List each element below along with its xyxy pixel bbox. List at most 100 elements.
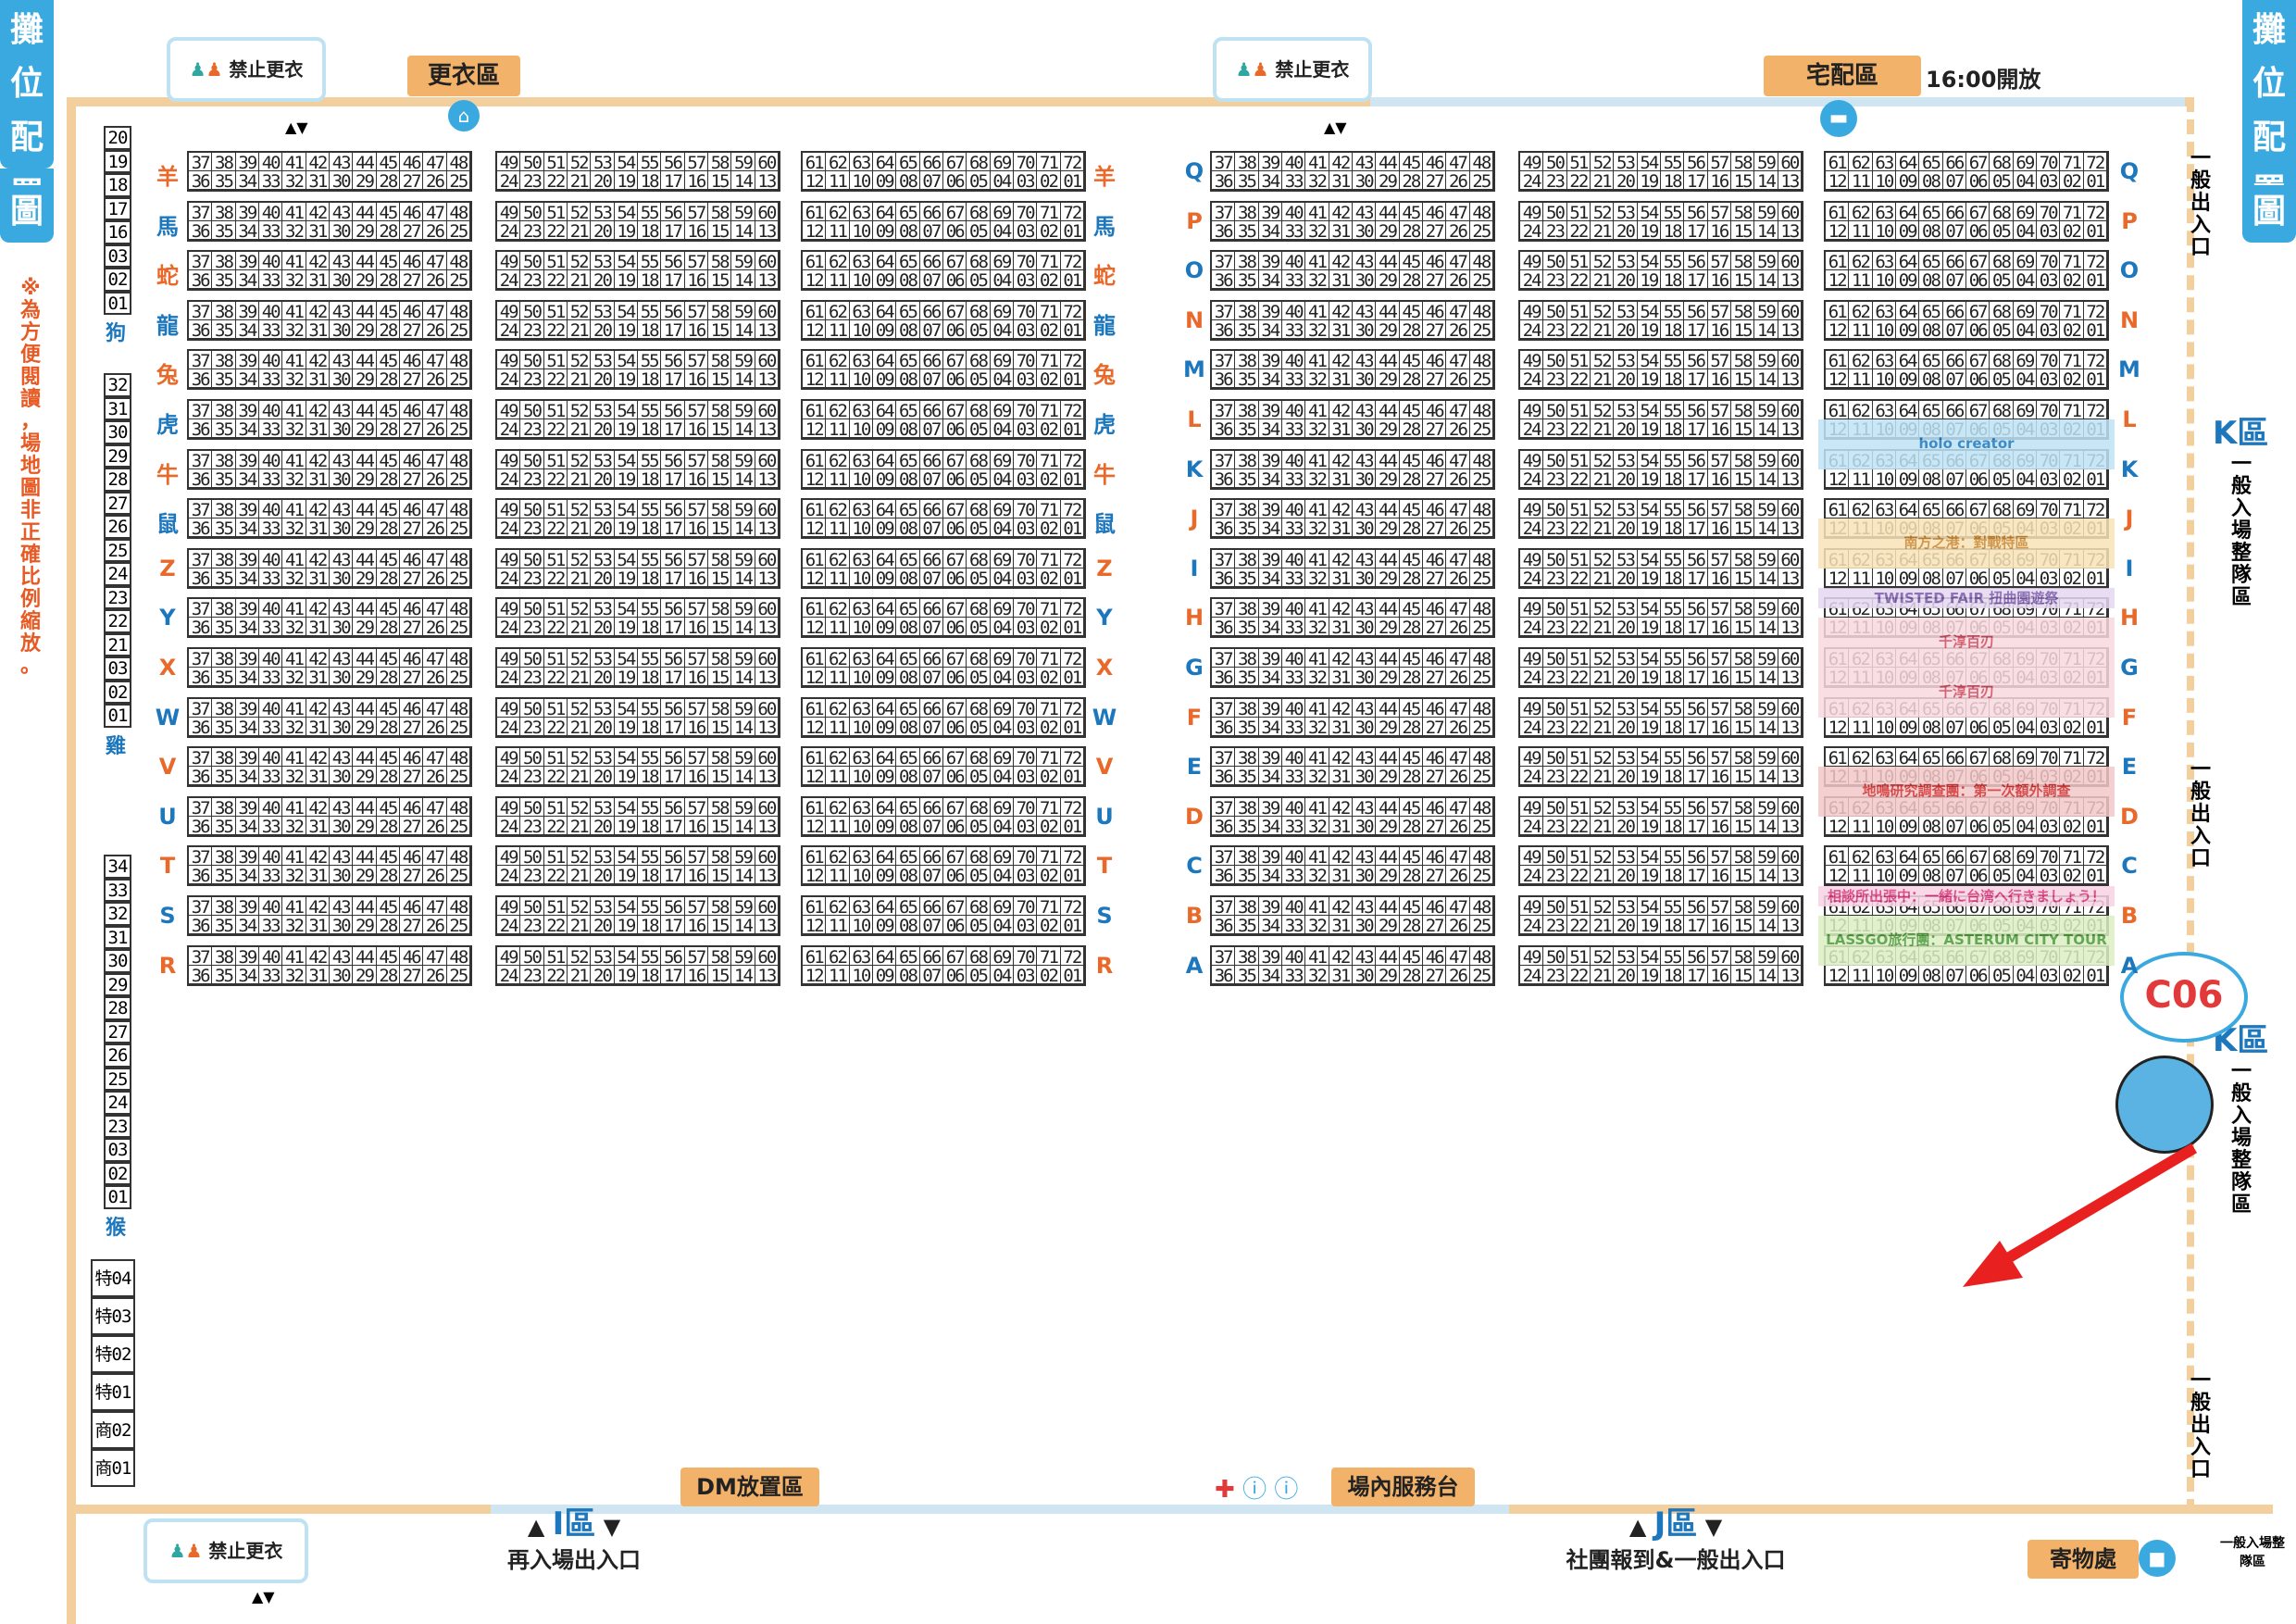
booth-cell[interactable]: 50 <box>520 500 544 519</box>
booth-cell[interactable]: 58 <box>1731 897 1755 916</box>
booth-cell[interactable]: 34 <box>235 965 259 984</box>
booth-cell[interactable]: 59 <box>1754 946 1778 966</box>
booth-cell[interactable]: 44 <box>353 946 377 966</box>
booth-cell[interactable]: 12 <box>803 866 827 885</box>
booth-cell[interactable]: 07 <box>919 369 943 389</box>
side-cell[interactable]: 01 <box>104 704 131 728</box>
booth-cell[interactable]: 15 <box>1731 717 1755 736</box>
booth-cell[interactable]: 56 <box>661 599 685 618</box>
booth-cell[interactable]: 60 <box>1778 946 1802 966</box>
booth-cell[interactable]: 49 <box>497 450 521 469</box>
booth-cell[interactable]: 42 <box>306 698 330 718</box>
booth-cell[interactable]: 04 <box>990 618 1014 637</box>
booth-cell[interactable]: 67 <box>1966 401 1990 419</box>
booth-cell[interactable]: 59 <box>1754 599 1778 618</box>
booth-cell[interactable]: 40 <box>1282 252 1306 271</box>
booth-cell[interactable]: 54 <box>614 698 638 718</box>
booth-cell[interactable]: 30 <box>1353 668 1377 686</box>
booth-cell[interactable]: 14 <box>1754 668 1778 686</box>
booth-cell[interactable]: 07 <box>919 319 943 339</box>
booth-cell[interactable]: 40 <box>259 549 283 568</box>
booth-cell[interactable]: 18 <box>1661 171 1685 190</box>
booth-cell[interactable]: 52 <box>568 797 592 817</box>
booth-cell[interactable]: 58 <box>708 599 732 618</box>
booth-cell[interactable]: 04 <box>2013 270 2037 290</box>
booth-cell[interactable]: 03 <box>2037 369 2061 389</box>
booth-cell[interactable]: 38 <box>212 301 236 320</box>
booth-cell[interactable]: 44 <box>353 153 377 171</box>
booth-cell[interactable]: 69 <box>990 401 1014 419</box>
booth-cell[interactable]: 26 <box>423 767 447 786</box>
booth-cell[interactable]: 26 <box>423 468 447 488</box>
booth-cell[interactable]: 68 <box>967 500 991 519</box>
booth-cell[interactable]: 29 <box>353 419 377 438</box>
booth-cell[interactable]: 21 <box>1591 270 1615 290</box>
booth-cell[interactable]: 41 <box>282 649 306 668</box>
booth-cell[interactable]: 06 <box>1966 965 1990 984</box>
booth-cell[interactable]: 49 <box>497 698 521 718</box>
booth-cell[interactable]: 13 <box>755 866 779 885</box>
booth-cell[interactable]: 54 <box>1637 450 1661 469</box>
booth-cell[interactable]: 35 <box>1235 816 1259 835</box>
booth-cell[interactable]: 57 <box>1707 599 1731 618</box>
booth-cell[interactable]: 07 <box>919 816 943 835</box>
booth-cell[interactable]: 49 <box>1520 202 1544 221</box>
booth-cell[interactable]: 71 <box>1037 351 1061 370</box>
booth-cell[interactable]: 01 <box>2083 568 2107 587</box>
booth-cell[interactable]: 28 <box>376 717 400 736</box>
booth-cell[interactable]: 30 <box>330 270 354 290</box>
booth-cell[interactable]: 33 <box>1282 220 1306 240</box>
booth-cell[interactable]: 19 <box>614 518 638 538</box>
booth-cell[interactable]: 47 <box>423 946 447 966</box>
booth-cell[interactable]: 20 <box>591 816 615 835</box>
booth-cell[interactable]: 22 <box>1566 369 1591 389</box>
booth-cell[interactable]: 28 <box>376 369 400 389</box>
booth-cell[interactable]: 52 <box>1591 351 1615 370</box>
booth-cell[interactable]: 64 <box>1896 351 1920 370</box>
booth-cell[interactable]: 15 <box>708 767 732 786</box>
booth-cell[interactable]: 56 <box>661 897 685 916</box>
booth-cell[interactable]: 35 <box>212 916 236 934</box>
booth-cell[interactable]: 42 <box>1329 401 1353 419</box>
booth-cell[interactable]: 29 <box>353 568 377 587</box>
booth-cell[interactable]: 22 <box>543 668 568 686</box>
booth-cell[interactable]: 37 <box>189 797 213 817</box>
booth-cell[interactable]: 44 <box>353 301 377 320</box>
booth-cell[interactable]: 55 <box>1661 202 1685 221</box>
booth-cell[interactable]: 40 <box>259 847 283 867</box>
booth-cell[interactable]: 59 <box>731 897 755 916</box>
booth-cell[interactable]: 15 <box>1731 568 1755 587</box>
booth-cell[interactable]: 08 <box>896 767 920 786</box>
booth-cell[interactable]: 58 <box>708 401 732 419</box>
booth-cell[interactable]: 46 <box>1423 301 1447 320</box>
booth-cell[interactable]: 13 <box>1778 468 1802 488</box>
booth-cell[interactable]: 48 <box>446 847 470 867</box>
booth-cell[interactable]: 27 <box>400 767 424 786</box>
booth-cell[interactable]: 70 <box>1014 549 1038 568</box>
booth-cell[interactable]: 55 <box>1661 599 1685 618</box>
booth-cell[interactable]: 56 <box>1684 549 1708 568</box>
booth-cell[interactable]: 24 <box>497 369 521 389</box>
booth-cell[interactable]: 03 <box>1014 568 1038 587</box>
booth-cell[interactable]: 05 <box>1990 717 2014 736</box>
booth-cell[interactable]: 17 <box>1684 816 1708 835</box>
booth-cell[interactable]: 32 <box>282 965 306 984</box>
booth-cell[interactable]: 08 <box>896 468 920 488</box>
booth-cell[interactable]: 44 <box>1376 797 1400 817</box>
booth-cell[interactable]: 18 <box>1661 419 1685 438</box>
booth-cell[interactable]: 59 <box>1754 847 1778 867</box>
booth-cell[interactable]: 02 <box>1037 767 1061 786</box>
booth-cell[interactable]: 72 <box>1060 301 1084 320</box>
booth-cell[interactable]: 51 <box>543 252 568 271</box>
booth-cell[interactable]: 09 <box>1896 568 1920 587</box>
booth-cell[interactable]: 36 <box>189 717 213 736</box>
booth-cell[interactable]: 39 <box>1258 450 1282 469</box>
booth-cell[interactable]: 68 <box>967 153 991 171</box>
booth-cell[interactable]: 50 <box>1543 599 1567 618</box>
booth-block[interactable]: 37 38 39 40 41 42 43 44 45 46 47 48 36 35 34 33 32 31 30 29… <box>187 895 472 936</box>
booth-cell[interactable]: 25 <box>1469 816 1493 835</box>
booth-cell[interactable]: 58 <box>1731 450 1755 469</box>
booth-cell[interactable]: 21 <box>568 866 592 885</box>
booth-cell[interactable]: 51 <box>543 748 568 768</box>
booth-cell[interactable]: 10 <box>849 618 873 637</box>
